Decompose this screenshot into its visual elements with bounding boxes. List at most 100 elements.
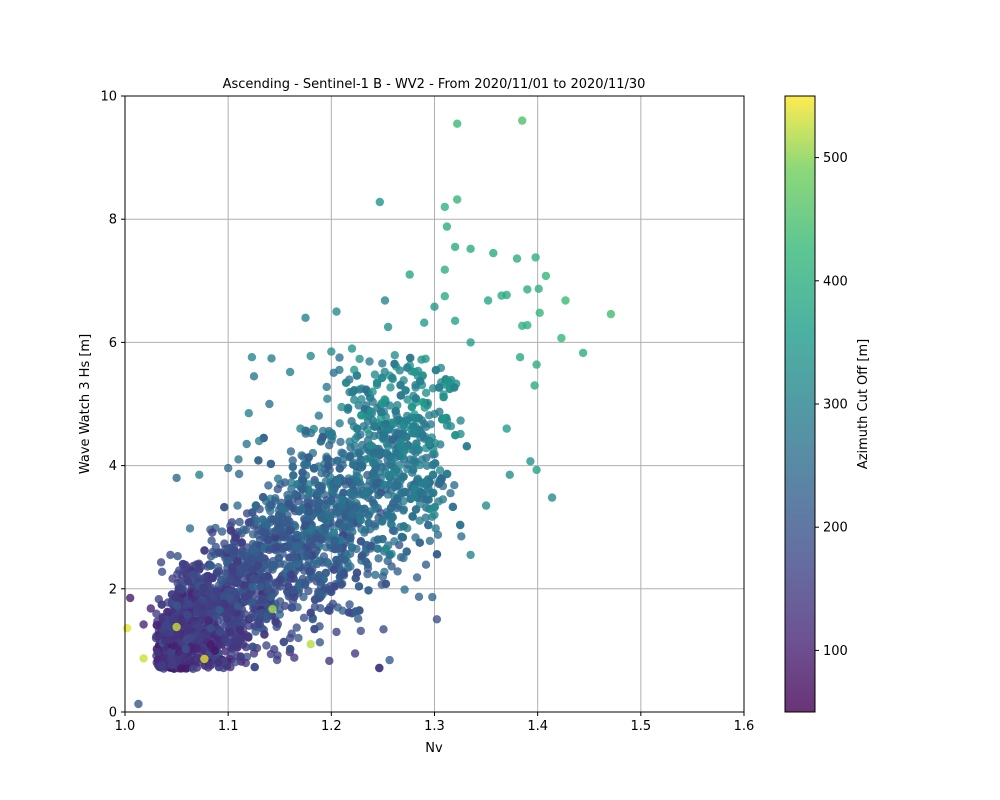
scatter-point-cloud [183,610,192,619]
scatter-point [530,381,539,390]
scatter-point-cloud [438,414,447,423]
scatter-point-cloud [276,521,285,530]
scatter-point [122,624,132,633]
scatter-point-cloud [286,525,295,535]
scatter-point-cloud [424,439,434,448]
scatter-point-cloud [239,525,248,534]
scatter-point-cloud [428,470,438,479]
scatter-point-cloud [374,554,383,563]
scatter-point [156,558,166,567]
scatter-point [327,347,336,356]
scatter-point-cloud [381,544,391,554]
scatter-point-cloud [393,567,402,576]
scatter-point-cloud [248,545,257,554]
scatter-point [532,360,541,369]
scatter-point-cloud [233,602,243,611]
scatter-point-cloud [439,392,448,402]
scatter-point-cloud [366,441,375,450]
scatter-point-cloud [271,533,280,542]
scatter-point-cloud [402,547,411,556]
scatter-point-cloud [184,577,193,586]
scatter-point-cloud [388,513,397,522]
scatter-point-cloud [357,395,366,404]
scatter-point-cloud [220,592,229,601]
scatter-point-cloud [168,574,177,583]
scatter-point-cloud [230,619,240,628]
scatter-point [188,664,198,674]
scatter-point-cloud [450,481,459,490]
scatter-point [531,253,540,262]
scatter-point-cloud [206,640,215,649]
scatter-point-cloud [410,413,419,423]
scatter-point-cloud [205,585,215,594]
scatter-point-cloud [425,504,434,513]
x-tick-label: 1.3 [424,719,445,734]
scatter-point-cloud [259,573,268,582]
scatter-point [450,242,460,252]
scatter-point-cloud [323,394,332,403]
scatter-point-cloud [306,537,315,546]
scatter-point [167,655,176,664]
scatter-point-cloud [248,582,258,591]
scatter-point [247,353,257,362]
y-tick-label: 6 [109,336,117,351]
scatter-point-cloud [429,488,438,498]
scatter-point-cloud [352,568,362,577]
scatter-point-cloud [309,424,318,434]
scatter-point-cloud [388,373,397,382]
scatter-point [151,633,161,643]
scatter-point-cloud [332,555,341,565]
scatter-point-cloud [241,643,251,652]
scatter-point-cloud [244,633,253,642]
scatter-point [489,248,498,258]
scatter-point-cloud [323,454,333,464]
scatter-point [409,492,419,501]
scatter-point-cloud [402,416,412,425]
scatter-point-cloud [346,488,355,498]
scatter-point-cloud [446,489,455,498]
scatter-point-cloud [283,519,292,528]
scatter-point-cloud [215,627,225,637]
x-tick-label: 1.1 [218,719,239,734]
scatter-point-cloud [314,498,324,507]
scatter-point-cloud [157,661,166,670]
scatter-point-cloud [220,539,229,548]
scatter-point-cloud [163,607,172,617]
scatter-point [244,409,253,418]
scatter-point-cloud [241,658,250,668]
scatter-point-cloud [335,353,344,362]
chart-title: Ascending - Sentinel-1 B - WV2 - From 20… [223,77,646,92]
scatter-point-cloud [344,608,354,617]
scatter-point-cloud [371,479,380,488]
scatter-point-cloud [231,633,240,642]
scatter-point [296,424,305,433]
scatter-point-cloud [385,550,394,560]
scatter-point-cloud [376,508,385,518]
scatter-point-cloud [177,664,186,673]
scatter-point-cloud [264,481,273,490]
scatter-point-cloud [253,555,263,564]
scatter-point-cloud [329,565,339,574]
scatter-point-cloud [375,663,384,673]
scatter-point-cloud [263,535,273,544]
scatter-point-cloud [412,573,422,582]
scatter-point-cloud [305,567,314,576]
scatter-point-cloud [434,383,444,392]
scatter-point [561,296,570,305]
scatter-point-cloud [434,479,444,488]
scatter-point [242,439,251,449]
scatter-point-cloud [371,570,380,580]
scatter-point [523,321,532,330]
scatter-point [172,622,181,632]
scatter-point [325,656,334,666]
scatter-point-cloud [298,476,308,485]
scatter-point-cloud [275,575,285,584]
scatter-point-cloud [401,487,410,497]
scatter-point-cloud [272,655,282,665]
scatter-point [481,501,491,510]
scatter-point-cloud [220,503,229,512]
scatter-point-cloud [286,447,296,456]
scatter-point-cloud [289,471,298,480]
scatter-point-cloud [400,585,409,594]
scatter-point-cloud [300,580,310,589]
